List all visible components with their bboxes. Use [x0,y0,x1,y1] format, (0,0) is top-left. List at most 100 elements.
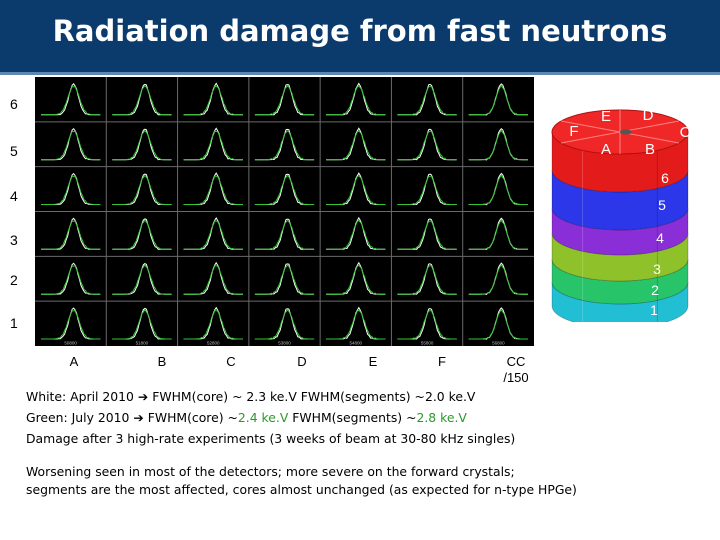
detector-layer-label: 3 [653,261,661,277]
detector-cylinder-diagram: E D F C A B6 5 4 3 2 1 [551,107,691,322]
detector-sector-label: F [569,123,578,140]
col-label-f: F [438,354,446,369]
spectrum-july-2010 [468,309,528,340]
spectrum-july-2010 [468,84,528,116]
spectrum-july-2010 [183,220,243,250]
note-white-core: FWHM(core) ~ 2.3 ke.V [152,389,297,404]
spectrum-july-2010 [468,129,528,161]
spectrum-july-2010 [397,175,457,206]
col-label-d: D [297,354,307,369]
spectrum-july-2010 [254,174,315,206]
x-tick-label: 55800 [421,341,434,346]
note-green-core-value: 2.4 ke.V [237,410,289,425]
spectrum-july-2010 [41,130,101,161]
spectrum-july-2010 [468,219,528,250]
arrow-icon: ➔ [133,410,144,425]
spectrum-july-2010 [254,264,315,295]
spectrum-july-2010 [112,174,172,205]
note-green-line: Green: July 2010 ➔ FWHM(core) ~2.4 ke.V … [26,410,467,425]
detector-top [551,109,689,155]
spectrum-july-2010 [41,86,101,116]
arrow-icon: ➔ [137,389,149,404]
detector-labels: E D F C A B6 5 4 3 2 1 [569,107,690,318]
row-label-1: 1 [10,315,18,331]
spectrum-july-2010 [183,85,243,116]
col-label-a: A [69,354,79,369]
spectrum-july-2010 [326,219,386,251]
spectrum-july-2010 [183,265,243,295]
x-tick-label: 54800 [350,341,363,346]
detector-layer-label: 6 [661,170,669,186]
note-white-lead: White: April 2010 [26,389,134,404]
detector-core-hole [620,129,632,135]
note-green-seg-prefix: FWHM(segments) ~ [292,410,417,425]
spectrum-july-2010 [183,130,243,161]
detector-sector-line [561,131,621,144]
detector-sector-label: B [645,141,655,158]
note-damage-line: Damage after 3 high-rate experiments (3 … [26,431,516,446]
note-white-seg: FWHM(segments) ~2.0 ke.V [300,389,476,404]
detector-sector-line [561,120,621,133]
spectrum-july-2010 [326,130,386,161]
note-worsening-line-1: Worsening seen in most of the detectors;… [26,464,515,479]
row-label-4: 4 [10,188,18,204]
detector-layers [551,131,689,322]
spectrum-july-2010 [254,309,315,340]
x-tick-label: 56800 [492,341,505,346]
spectrum-july-2010 [397,265,457,295]
spectrum-july-2010 [468,174,528,205]
spectra-grid: 50800 51800 52800 53800 54800 55800 56800 [35,77,534,346]
row-label-3: 3 [10,232,18,248]
spectrum-july-2010 [41,175,101,205]
spectrum-july-2010 [326,309,386,340]
spectrum-july-2010 [254,130,315,161]
row-label-6: 6 [10,96,18,112]
col-label-e: E [368,354,378,369]
col-label-c: C [226,354,236,369]
spectrum-july-2010 [183,310,243,340]
spectrum-july-2010 [326,264,386,295]
page-title: Radiation damage from fast neutrons [52,14,668,48]
row-label-5: 5 [10,143,18,159]
x-tick-label: 51800 [136,341,149,346]
spectrum-july-2010 [254,85,315,116]
spectrum-july-2010 [397,220,457,250]
spectrum-july-2010 [326,175,386,206]
title-bar: Radiation damage from fast neutrons [0,0,720,75]
spectrum-july-2010 [326,85,386,116]
spectrum-july-2010 [112,84,172,116]
col-label-b: B [157,354,167,369]
x-tick-label: 53800 [278,341,291,346]
spectrum-july-2010 [468,264,528,295]
spectrum-july-2010 [112,129,172,161]
spectrum-july-2010 [397,130,457,161]
spectrum-july-2010 [112,264,172,295]
row-label-2: 2 [10,272,18,288]
detector-sector-label: D [643,107,654,124]
spectrum-july-2010 [112,219,172,250]
note-worsening-line-2: segments are the most affected, cores al… [26,482,577,497]
spectrum-july-2010 [397,310,457,340]
x-tick-label: 50800 [64,341,77,346]
spectrum-july-2010 [41,265,101,295]
detector-sector-label: E [601,108,611,125]
detector-layer-label: 1 [650,302,658,318]
spectrum-july-2010 [254,219,315,251]
note-green-lead: Green: July 2010 [26,410,130,425]
detector-sector-label: C [680,124,691,141]
spectrum-july-2010 [41,310,101,340]
note-white-line: White: April 2010 ➔ FWHM(core) ~ 2.3 ke.… [26,389,475,404]
spectrum-july-2010 [397,85,457,116]
note-green-core-prefix: FWHM(core) ~ [147,410,238,425]
cc-scale-label: /150 [503,370,529,385]
detector-layer-label: 5 [658,197,666,213]
spectrum-july-2010 [112,308,172,340]
detector-sector-label: A [601,141,611,158]
col-label-cc: CC [506,354,526,369]
spectrum-july-2010 [41,220,101,250]
detector-layer-label: 2 [651,282,659,298]
note-green-seg-value: 2.8 ke.V [416,410,467,425]
spectrum-july-2010 [183,175,243,205]
detector-layer-label: 4 [656,230,664,246]
x-tick-label: 52800 [207,341,220,346]
